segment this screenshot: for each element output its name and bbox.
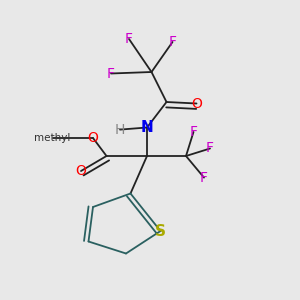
Text: F: F — [200, 171, 208, 184]
Text: S: S — [155, 224, 166, 238]
Text: F: F — [206, 142, 214, 155]
Text: methyl: methyl — [34, 133, 71, 143]
Text: O: O — [76, 164, 86, 178]
Text: O: O — [191, 97, 202, 110]
Text: H: H — [115, 123, 125, 136]
Text: F: F — [125, 32, 133, 46]
Text: F: F — [190, 125, 197, 139]
Text: N: N — [141, 120, 153, 135]
Text: O: O — [88, 131, 98, 145]
Text: F: F — [169, 35, 176, 49]
Text: F: F — [107, 67, 115, 80]
